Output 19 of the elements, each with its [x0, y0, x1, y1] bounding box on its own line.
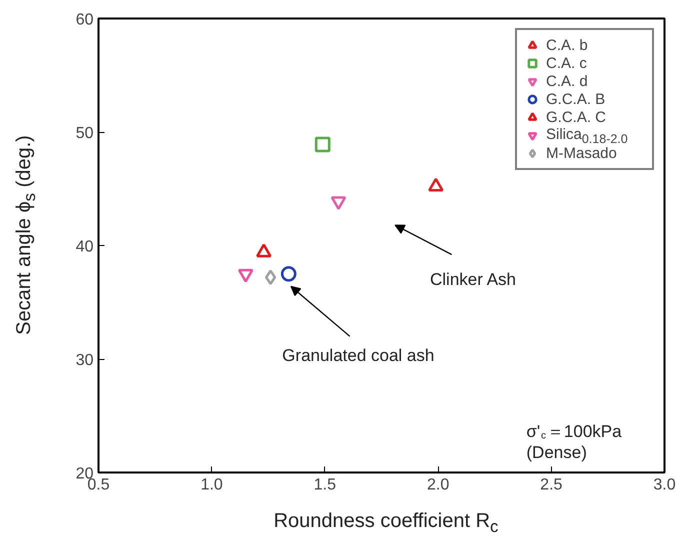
x-tick-label: 2.0 [426, 476, 450, 494]
legend-label: G.C.A. B [546, 90, 606, 108]
legend-label: C.A. d [546, 72, 589, 90]
legend-label: C.A. b [546, 36, 589, 54]
annotation: Granulated coal ash [282, 346, 434, 366]
x-tick-label: 1.5 [314, 476, 336, 494]
x-axis-title: Roundness coefficient R$_{c}$ [272, 509, 500, 538]
y-tick-label: 30 [76, 352, 94, 369]
x-tick-label: 2.5 [540, 476, 563, 494]
y-tick-label: 50 [76, 125, 94, 142]
legend-label: C.A. c [546, 54, 588, 72]
x-tick-label: 1.0 [200, 476, 223, 494]
y-tick-label: 60 [76, 12, 94, 28]
legend-label: Silica$_{0.18-2.0}$ [546, 126, 628, 146]
annotation: Clinker Ash [430, 270, 516, 290]
legend-label: M-Masado [546, 144, 618, 162]
y-tick-label: 40 [76, 238, 94, 256]
x-tick-label: 3.0 [653, 476, 676, 494]
legend-label: G.C.A. C [546, 108, 608, 126]
